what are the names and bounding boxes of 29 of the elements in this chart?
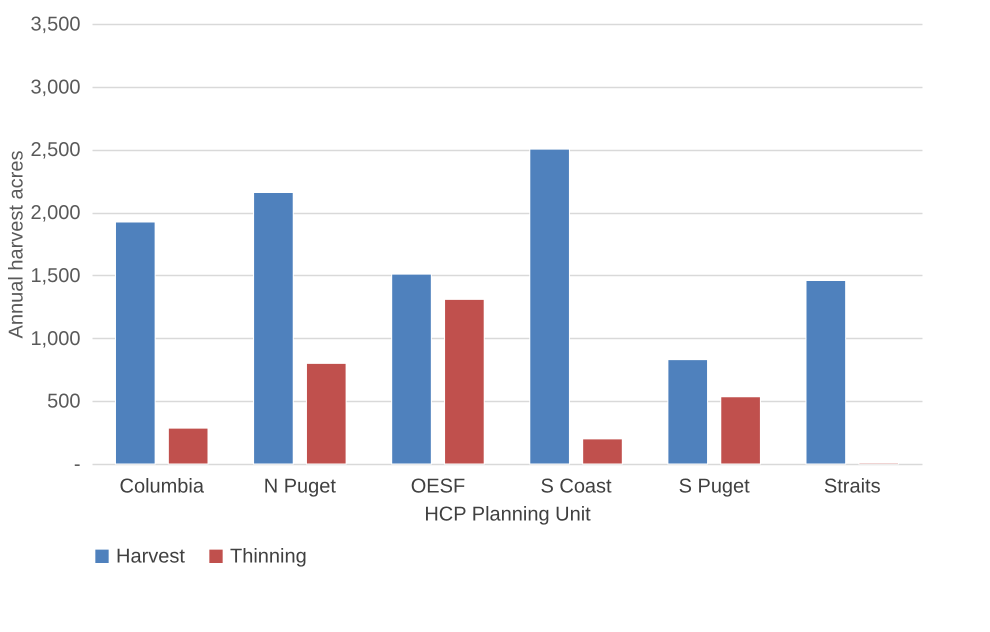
y-axis-title: Annual harvest acres bbox=[5, 150, 28, 338]
bar bbox=[805, 280, 846, 464]
x-tick-label: OESF bbox=[410, 476, 466, 498]
y-tick-label: 2,500 bbox=[30, 139, 80, 162]
bar bbox=[253, 192, 294, 464]
y-tick-label: 500 bbox=[47, 390, 80, 413]
bar bbox=[306, 362, 347, 464]
bar bbox=[168, 428, 209, 464]
x-axis-title: HCP Planning Unit bbox=[424, 504, 592, 526]
bar bbox=[720, 396, 761, 464]
y-tick-label: 2,000 bbox=[30, 202, 80, 224]
bar bbox=[582, 438, 623, 464]
bar bbox=[667, 359, 708, 464]
x-tick-label: Columbia bbox=[120, 476, 205, 498]
legend-label: Thinning bbox=[230, 545, 307, 568]
y-tick-label: 1,000 bbox=[30, 328, 80, 350]
bar bbox=[391, 274, 432, 464]
legend-label: Harvest bbox=[116, 545, 186, 568]
x-tick-label: Straits bbox=[824, 476, 881, 498]
y-tick-label: 1,500 bbox=[30, 264, 80, 287]
x-tick-label: N Puget bbox=[264, 476, 336, 498]
bar bbox=[114, 222, 156, 464]
y-tick-label: 3,500 bbox=[30, 14, 80, 36]
y-tick-label: - bbox=[74, 454, 80, 476]
bar bbox=[444, 298, 485, 464]
bar bbox=[529, 148, 570, 464]
y-tick-label: 3,000 bbox=[30, 76, 80, 98]
x-tick-label: S Coast bbox=[540, 476, 612, 498]
x-tick-label: S Puget bbox=[678, 476, 750, 498]
